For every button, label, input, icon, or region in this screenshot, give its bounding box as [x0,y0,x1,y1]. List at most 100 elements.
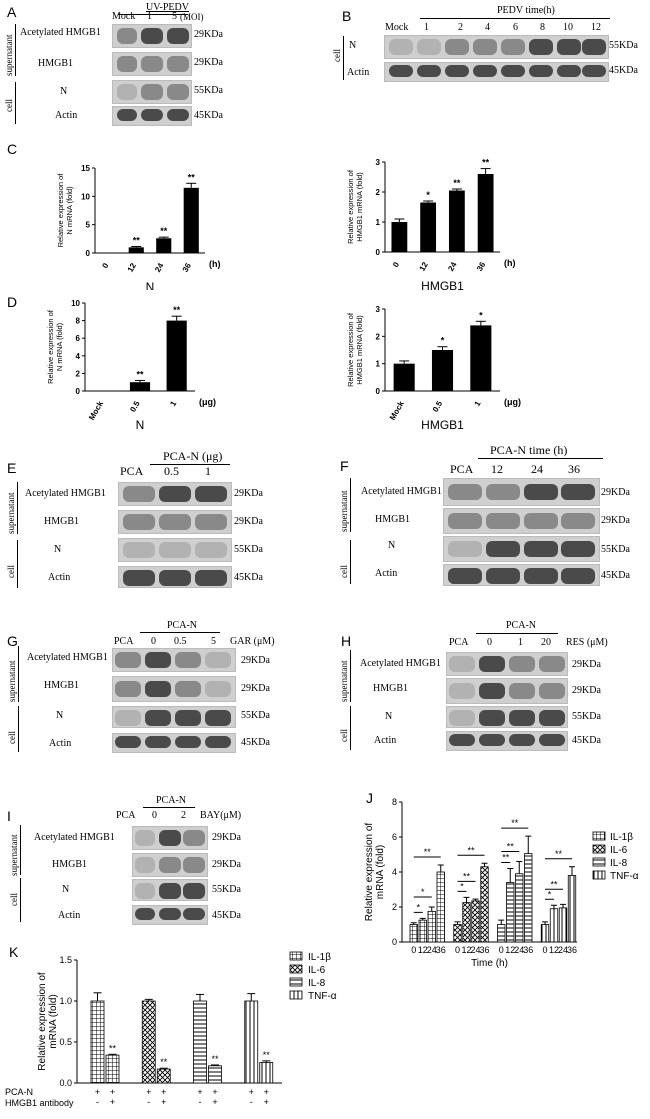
panel-letter-g: G [7,633,18,649]
significance-label: ** [555,849,563,859]
lane-label: 12 [591,22,601,33]
legend-label: IL-6 [308,965,326,976]
y-tick-label: 1.5 [59,955,72,965]
lane-label: 36 [568,462,580,476]
lane-label: 2 [181,810,186,821]
significance-label: * [548,889,552,899]
lane-label: 5 [211,636,216,647]
x-tick-label: 0.5 [128,399,142,414]
blot-strip [446,706,568,728]
panel-letter-f: F [340,458,349,474]
blot-strip [118,510,232,534]
blot-strip [446,678,568,704]
blot-strip [446,731,568,751]
row-label: N [388,540,396,551]
bar [480,866,489,943]
x-tick-label: 0 [411,945,416,955]
y-tick-label: 6 [392,832,397,842]
legend-swatch [592,831,606,841]
size-label: 55KDa [241,710,270,721]
chart-c-left: 0 5 10 15 0 ** 12 ** 24 ** 36 (h) N Relative expressi… [56,164,221,290]
blot-strip [132,853,208,877]
x-tick-label: 24 [514,945,524,955]
y-axis-label: Relative expression ofN mRNA (fold) [56,173,74,248]
treatment-sign: - [147,1097,150,1107]
row-label: Acetylated HMGB1 [34,832,115,843]
bar [90,1000,105,1084]
row-label: Acetylated HMGB1 [20,27,101,38]
size-label: 55KDa [194,85,223,96]
x-tick-label: 0 [100,261,110,270]
size-label: 55KDa [601,544,630,555]
bar [208,1065,222,1084]
size-label: 45KDa [212,910,241,921]
lane-label: 1 [518,637,523,648]
legend-label: IL-6 [610,845,628,856]
y-tick-label: 0 [376,387,381,396]
legend-label: IL-1β [308,952,331,963]
size-label: 55KDa [572,711,601,722]
row-label: N [60,86,68,97]
bar [129,382,151,391]
x-tick-label: 36 [567,945,577,955]
x-unit-label: (h) [504,258,516,268]
gar-unit-label: GAR (μM) [230,636,275,647]
legend-swatch [592,857,606,867]
size-label: 55KDa [609,40,638,51]
size-label: 29KDa [601,515,630,526]
legend-label: IL-8 [610,858,628,869]
row-label: Acetylated HMGB1 [360,658,441,669]
blot-strip [118,538,232,562]
y-axis-label: Relative expression ofHMGB1 mRNA (fold) [346,312,364,387]
treatment-sign: + [197,1087,202,1097]
significance-label: ** [511,818,519,828]
group-label-cell: cell [332,49,342,62]
size-label: 29KDa [212,859,241,870]
size-label: 29KDa [234,488,263,499]
size-label: 29KDa [601,487,630,498]
x-tick-label: 12 [126,261,139,274]
x-tick-label: 36 [479,945,489,955]
y-tick-label: 2 [376,332,381,341]
lane-label: 1 [424,22,429,33]
size-label: 29KDa [194,57,223,68]
pca-n-header: PCA-N [156,795,187,806]
x-tick-label: 0 [499,945,504,955]
bar [431,350,454,391]
blot-strip [384,35,609,59]
group-label-supernatant: supernatant [9,834,19,876]
significance-label: ** [263,1050,271,1060]
legend-label: TNF-α [308,991,337,1002]
size-label: 45KDa [601,570,630,581]
group-label-supernatant: supernatant [339,660,349,702]
significance-label: * [416,902,420,912]
bar [567,875,577,943]
y-tick-label: 0 [376,248,381,257]
bar [193,1000,207,1084]
y-tick-label: 3 [376,305,381,314]
bar [540,924,550,943]
size-label: 45KDa [572,735,601,746]
y-tick-label: 3 [376,158,381,167]
significance-label: ** [188,172,196,182]
panel-letter-h: H [341,633,352,649]
panel-letter-a: A [7,4,17,20]
x-tick-label: 0.5 [431,399,445,414]
x-axis-label: N [136,418,145,432]
group-label-cell: cell [4,99,14,112]
row-label: HMGB1 [373,683,409,694]
treatment-sign: - [199,1097,202,1107]
row-label: N [349,40,357,51]
y-tick-label: 0 [76,387,81,396]
treatment-sign: + [110,1087,115,1097]
row-label: N [62,884,70,895]
row-label: Acetylated HMGB1 [25,488,106,499]
significance-label: ** [160,226,168,236]
legend-swatch [289,990,303,1000]
lane-label: 0 [151,636,156,647]
bar [436,871,445,943]
lane-label: 2 [458,22,463,33]
y-tick-label: 8 [392,797,397,807]
significance-label: ** [173,305,181,315]
x-axis-label: HMGB1 [421,418,464,432]
